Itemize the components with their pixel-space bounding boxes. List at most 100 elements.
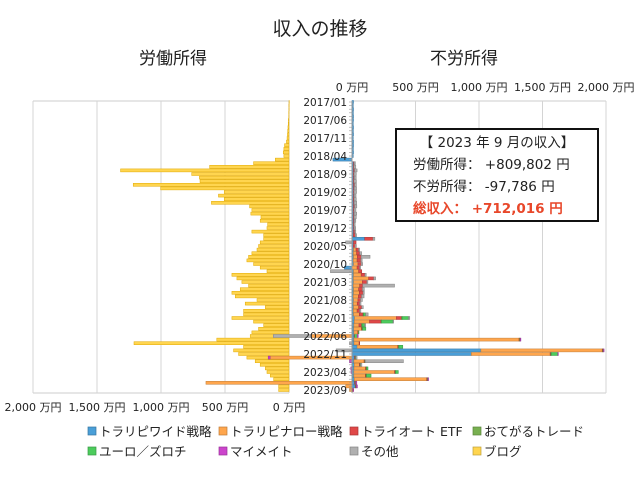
nonlabor-bar (369, 277, 374, 280)
month-label: 2017/01 (303, 97, 347, 109)
right-x-tick-label: 1,000 万円 (451, 81, 508, 94)
nonlabor-bar (359, 291, 363, 294)
labor-bar (224, 191, 289, 194)
nonlabor-bar (367, 367, 368, 370)
nonlabor-bar (354, 273, 362, 276)
labor-bar (232, 317, 289, 320)
annotation-labor: 労働所得： +809,802 円 (413, 156, 570, 173)
nonlabor-bar (359, 342, 360, 345)
nonlabor-bar (354, 162, 355, 165)
labor-bar (260, 241, 289, 244)
nonlabor-bar (359, 313, 363, 316)
legend-item: トライオート ETF (350, 424, 463, 439)
nonlabor-bar (362, 281, 366, 284)
nonlabor-bar (366, 313, 369, 316)
nonlabor-bar (354, 324, 359, 327)
nonlabor-bar (354, 173, 356, 176)
nonlabor-bar (365, 360, 403, 363)
nonlabor-bar (363, 284, 395, 287)
labor-bar (264, 237, 289, 240)
nonlabor-bar (481, 349, 602, 352)
left-panel-title: 労働所得 (139, 49, 207, 69)
nonlabor-bar (361, 255, 370, 258)
nonlabor-bar (354, 313, 360, 316)
labor-bar (211, 201, 289, 204)
legend-item: トラリピワイド戦略 (88, 424, 212, 439)
left-x-tick-label: 500 万円 (202, 401, 249, 414)
labor-bar (287, 133, 289, 136)
nonlabor-bar (352, 353, 471, 356)
nonlabor-bar (354, 187, 356, 190)
nonlabor-bar (360, 309, 361, 312)
nonlabor-bar (355, 335, 358, 338)
nonlabor-bar (362, 324, 365, 327)
right-x-tick-label: 500 万円 (392, 81, 439, 94)
nonlabor-bar (354, 248, 357, 251)
nonlabor-bar (354, 327, 362, 330)
legend-swatch (88, 427, 96, 435)
nonlabor-bar (365, 237, 373, 240)
nonlabor-bar (354, 291, 360, 294)
labor-bar (237, 277, 289, 280)
nonlabor-bar (353, 259, 357, 262)
nonlabor-bar (354, 216, 356, 219)
labor-bar (267, 227, 289, 230)
labor-bar (257, 248, 289, 251)
legend-swatch (350, 427, 358, 435)
labor-bar (133, 183, 289, 186)
labor-bar (210, 165, 289, 168)
nonlabor-bar (354, 374, 365, 377)
nonlabor-bar (367, 374, 371, 377)
nonlabor-bar (360, 252, 362, 255)
nonlabor-bar (353, 252, 356, 255)
nonlabor-bar (354, 176, 356, 179)
labor-bar (284, 155, 289, 158)
legend-label: トライオート ETF (361, 424, 463, 439)
legend-label: トラリピワイド戦略 (99, 424, 212, 439)
labor-bar (267, 270, 289, 273)
legend-swatch (473, 427, 481, 435)
nonlabor-bar (399, 345, 403, 348)
nonlabor-bar (603, 349, 604, 352)
labor-bar (249, 255, 289, 258)
labor-bar (192, 173, 289, 176)
labor-bar (252, 252, 289, 255)
left-x-tick-label: 1,500 万円 (69, 401, 126, 414)
nonlabor-bar (363, 291, 364, 294)
nonlabor-bar (354, 209, 356, 212)
nonlabor-bar (359, 288, 363, 291)
right-panel-title: 不労所得 (430, 49, 498, 69)
nonlabor-bar (357, 309, 360, 312)
labor-bar (288, 126, 289, 129)
labor-bar (267, 371, 289, 374)
labor-bar (240, 288, 289, 291)
nonlabor-bar (354, 281, 363, 284)
nonlabor-bar (354, 219, 356, 222)
nonlabor-bar (354, 371, 395, 374)
labor-bar (199, 176, 289, 179)
labor-bar (121, 169, 289, 172)
labor-bar (252, 230, 289, 233)
nonlabor-bar (359, 324, 362, 327)
nonlabor-bar (360, 284, 363, 287)
nonlabor-bar (354, 367, 365, 370)
nonlabor-bar (353, 234, 355, 237)
labor-bar (270, 374, 289, 377)
nonlabor-bar (354, 288, 359, 291)
labor-bar (261, 216, 289, 219)
month-label: 2019/02 (303, 187, 347, 199)
nonlabor-bar (354, 194, 356, 197)
month-label: 2023/09 (303, 385, 347, 397)
labor-bar (264, 324, 289, 327)
nonlabor-bar (361, 363, 362, 366)
labor-bar (260, 219, 289, 222)
month-label: 2022/11 (303, 349, 347, 361)
nonlabor-bar (396, 371, 399, 374)
month-label: 2022/06 (303, 331, 347, 343)
nonlabor-bar (362, 288, 364, 291)
month-label: 2022/01 (303, 313, 347, 325)
nonlabor-bar (355, 317, 397, 320)
labor-bar (218, 194, 289, 197)
nonlabor-bar (354, 255, 358, 258)
